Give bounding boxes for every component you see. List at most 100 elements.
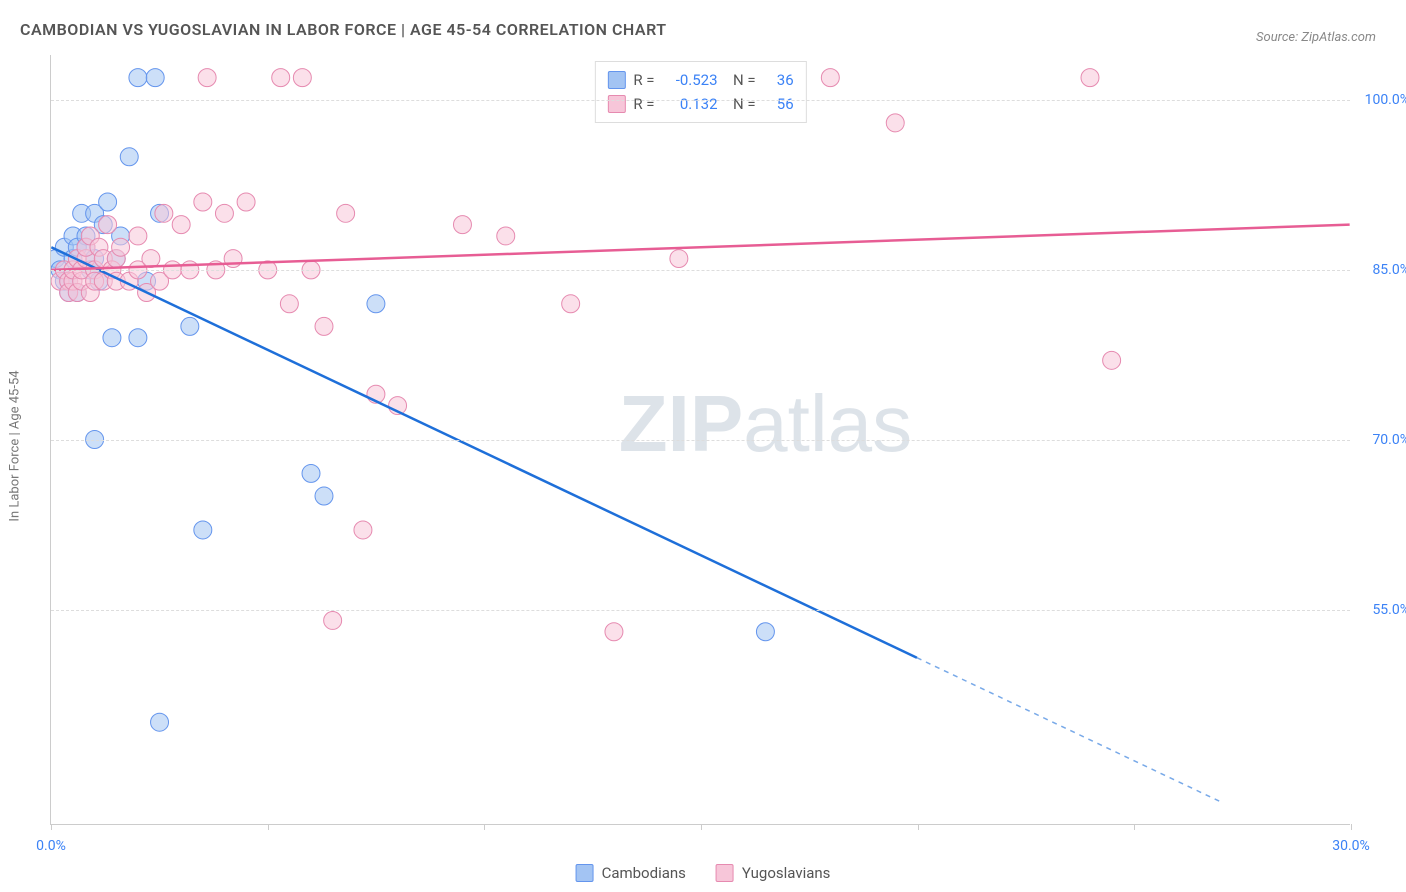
data-point: [194, 193, 212, 211]
data-point: [94, 216, 112, 234]
plot-area: ZIPatlas R =-0.523 N =36R =0.132 N =56 5…: [50, 55, 1350, 825]
data-point: [389, 397, 407, 415]
watermark: ZIPatlas: [619, 378, 912, 470]
data-point: [272, 69, 290, 87]
data-point: [64, 272, 82, 290]
x-tick: [918, 824, 919, 830]
data-point: [73, 272, 91, 290]
data-point: [337, 204, 355, 222]
data-point: [129, 227, 147, 245]
data-point: [138, 283, 156, 301]
gridline: [51, 100, 1350, 101]
data-point: [68, 283, 86, 301]
y-tick-label: 70.0%: [1355, 432, 1406, 448]
trend-line: [51, 247, 917, 657]
data-point: [756, 623, 774, 641]
data-point: [1081, 69, 1099, 87]
data-point: [224, 250, 242, 268]
x-tick: [701, 824, 702, 830]
data-point: [453, 216, 471, 234]
data-point: [367, 295, 385, 313]
data-point: [86, 204, 104, 222]
data-point: [94, 250, 112, 268]
data-point: [77, 227, 95, 245]
data-point: [51, 272, 69, 290]
data-point: [94, 272, 112, 290]
gridline: [51, 270, 1350, 271]
data-point: [103, 329, 121, 347]
chart-title: CAMBODIAN VS YUGOSLAVIAN IN LABOR FORCE …: [20, 20, 667, 39]
gridline: [51, 440, 1350, 441]
data-point: [77, 250, 95, 268]
data-point: [237, 193, 255, 211]
data-point: [172, 216, 190, 234]
data-point: [60, 272, 78, 290]
data-point: [151, 272, 169, 290]
data-point: [1103, 351, 1121, 369]
data-point: [324, 611, 342, 629]
data-point: [99, 216, 117, 234]
data-point: [670, 250, 688, 268]
x-tick: [51, 824, 52, 830]
data-point: [155, 204, 173, 222]
data-point: [354, 521, 372, 539]
legend-bottom: Cambodians Yugoslavians: [576, 864, 831, 882]
data-point: [68, 250, 86, 268]
y-tick-label: 100.0%: [1355, 92, 1406, 108]
data-point: [60, 283, 78, 301]
data-point: [68, 283, 86, 301]
data-point: [886, 114, 904, 132]
data-point: [129, 69, 147, 87]
data-point: [86, 250, 104, 268]
data-point: [129, 329, 147, 347]
data-point: [77, 238, 95, 256]
data-point: [81, 283, 99, 301]
x-tick: [268, 824, 269, 830]
legend-n-label: N =: [726, 92, 756, 116]
data-point: [315, 317, 333, 335]
legend-r-label: R =: [633, 68, 654, 92]
trend-line-extrapolated: [917, 658, 1220, 802]
x-tick: [484, 824, 485, 830]
x-tick-label: 0.0%: [36, 838, 66, 854]
data-point: [151, 204, 169, 222]
legend-row: R =0.132 N =56: [607, 92, 793, 116]
data-point: [107, 250, 125, 268]
legend-r-label: R =: [633, 92, 654, 116]
data-point: [146, 69, 164, 87]
data-point: [99, 193, 117, 211]
legend-swatch: [607, 71, 625, 89]
data-point: [293, 69, 311, 87]
data-point: [81, 227, 99, 245]
data-point: [77, 238, 95, 256]
watermark-rest: atlas: [743, 379, 912, 468]
y-tick-label: 55.0%: [1355, 602, 1406, 618]
watermark-bold: ZIP: [619, 379, 743, 468]
legend-r-value: 0.132: [663, 92, 718, 116]
y-axis-label: In Labor Force | Age 45-54: [8, 370, 23, 521]
data-point: [280, 295, 298, 313]
x-tick: [1351, 824, 1352, 830]
data-point: [562, 295, 580, 313]
data-point: [497, 227, 515, 245]
data-point: [90, 238, 108, 256]
data-point: [90, 272, 108, 290]
data-point: [51, 250, 65, 268]
data-point: [367, 385, 385, 403]
legend-label: Yugoslavians: [742, 864, 831, 882]
legend-item: Yugoslavians: [716, 864, 831, 882]
legend-swatch: [576, 864, 594, 882]
data-point: [194, 521, 212, 539]
data-point: [60, 272, 78, 290]
legend-swatch: [607, 95, 625, 113]
legend-label: Cambodians: [602, 864, 686, 882]
x-tick-label: 30.0%: [1332, 838, 1370, 854]
data-point: [138, 272, 156, 290]
data-point: [302, 464, 320, 482]
x-tick: [1134, 824, 1135, 830]
data-point: [112, 227, 130, 245]
data-point: [198, 69, 216, 87]
data-point: [64, 250, 82, 268]
data-point: [112, 238, 130, 256]
legend-row: R =-0.523 N =36: [607, 68, 793, 92]
